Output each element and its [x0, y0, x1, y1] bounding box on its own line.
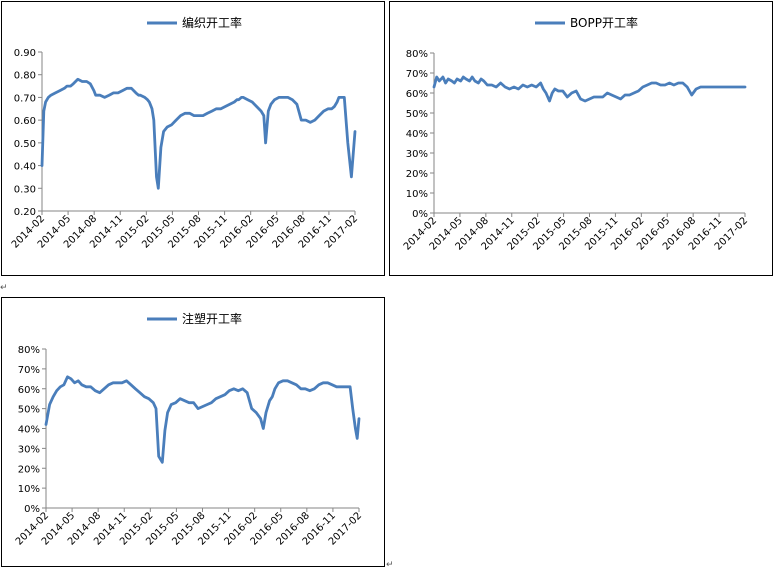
y-tick-label: 70%	[406, 69, 428, 80]
y-tick-label: 50%	[406, 109, 428, 120]
y-tick-label: 10%	[18, 484, 40, 495]
chart-panel-bopp: BOPP开工率 0% 10% 20% 30% 40% 50% 60% 70% 80% 2014-02…	[389, 1, 773, 276]
y-tick-label: 0%	[412, 209, 428, 220]
series-line	[44, 375, 361, 464]
y-tick-label: 80%	[18, 345, 40, 356]
y-tick-label: 80%	[406, 49, 428, 60]
bopp-chart: BOPP开工率0%10%20%30%40%50%60%70%80%2014-02…	[402, 15, 750, 253]
y-tick-label: 0.70	[14, 93, 36, 104]
y-tick-label: 60%	[18, 385, 40, 396]
weaving-chart: 编织开工率0.200.300.400.500.600.700.800.90201…	[10, 15, 360, 251]
y-tick-label: 10%	[406, 189, 428, 200]
legend-label: 编织开工率	[182, 15, 242, 30]
y-tick-label: 40%	[18, 425, 40, 436]
y-tick-label: 40%	[406, 129, 428, 140]
y-tick-label: 30%	[406, 149, 428, 160]
y-tick-label: 60%	[406, 89, 428, 100]
chart-panel-injection: 注塑开工率 0% 10% 20% 30% 40% 50% 60% 70% 80% 2014-02 20…	[1, 297, 385, 567]
y-tick-label: 0.50	[14, 139, 36, 150]
y-tick-label: 20%	[18, 464, 40, 475]
y-tick-label: 0.40	[14, 162, 36, 173]
y-tick-label: 0%	[24, 504, 40, 515]
y-tick-label: 20%	[406, 169, 428, 180]
legend-label: BOPP开工率	[570, 15, 638, 30]
y-tick-label: 0.60	[14, 116, 36, 127]
y-tick-label: 0.80	[14, 71, 36, 82]
y-tick-label: 0.20	[14, 207, 36, 218]
y-tick-label: 0.30	[14, 184, 36, 195]
series-line	[40, 77, 357, 190]
y-tick-label: 30%	[18, 444, 40, 455]
injection-chart: 注塑开工率0%10%20%30%40%50%60%70%80%2014-0220…	[14, 311, 364, 548]
chart-panel-weaving: 编织开工率 0.20 0.30 0.40 0.50 0.60 0.70 0.80 0.90 201…	[1, 1, 385, 276]
y-tick-label: 0.90	[14, 48, 36, 59]
y-tick-label: 70%	[18, 365, 40, 376]
y-tick-label: 50%	[18, 405, 40, 416]
series-line	[432, 75, 747, 103]
legend-label: 注塑开工率	[182, 311, 242, 326]
paragraph-return-mark: ↵	[0, 283, 8, 293]
paragraph-return-mark: ↵	[386, 560, 394, 570]
